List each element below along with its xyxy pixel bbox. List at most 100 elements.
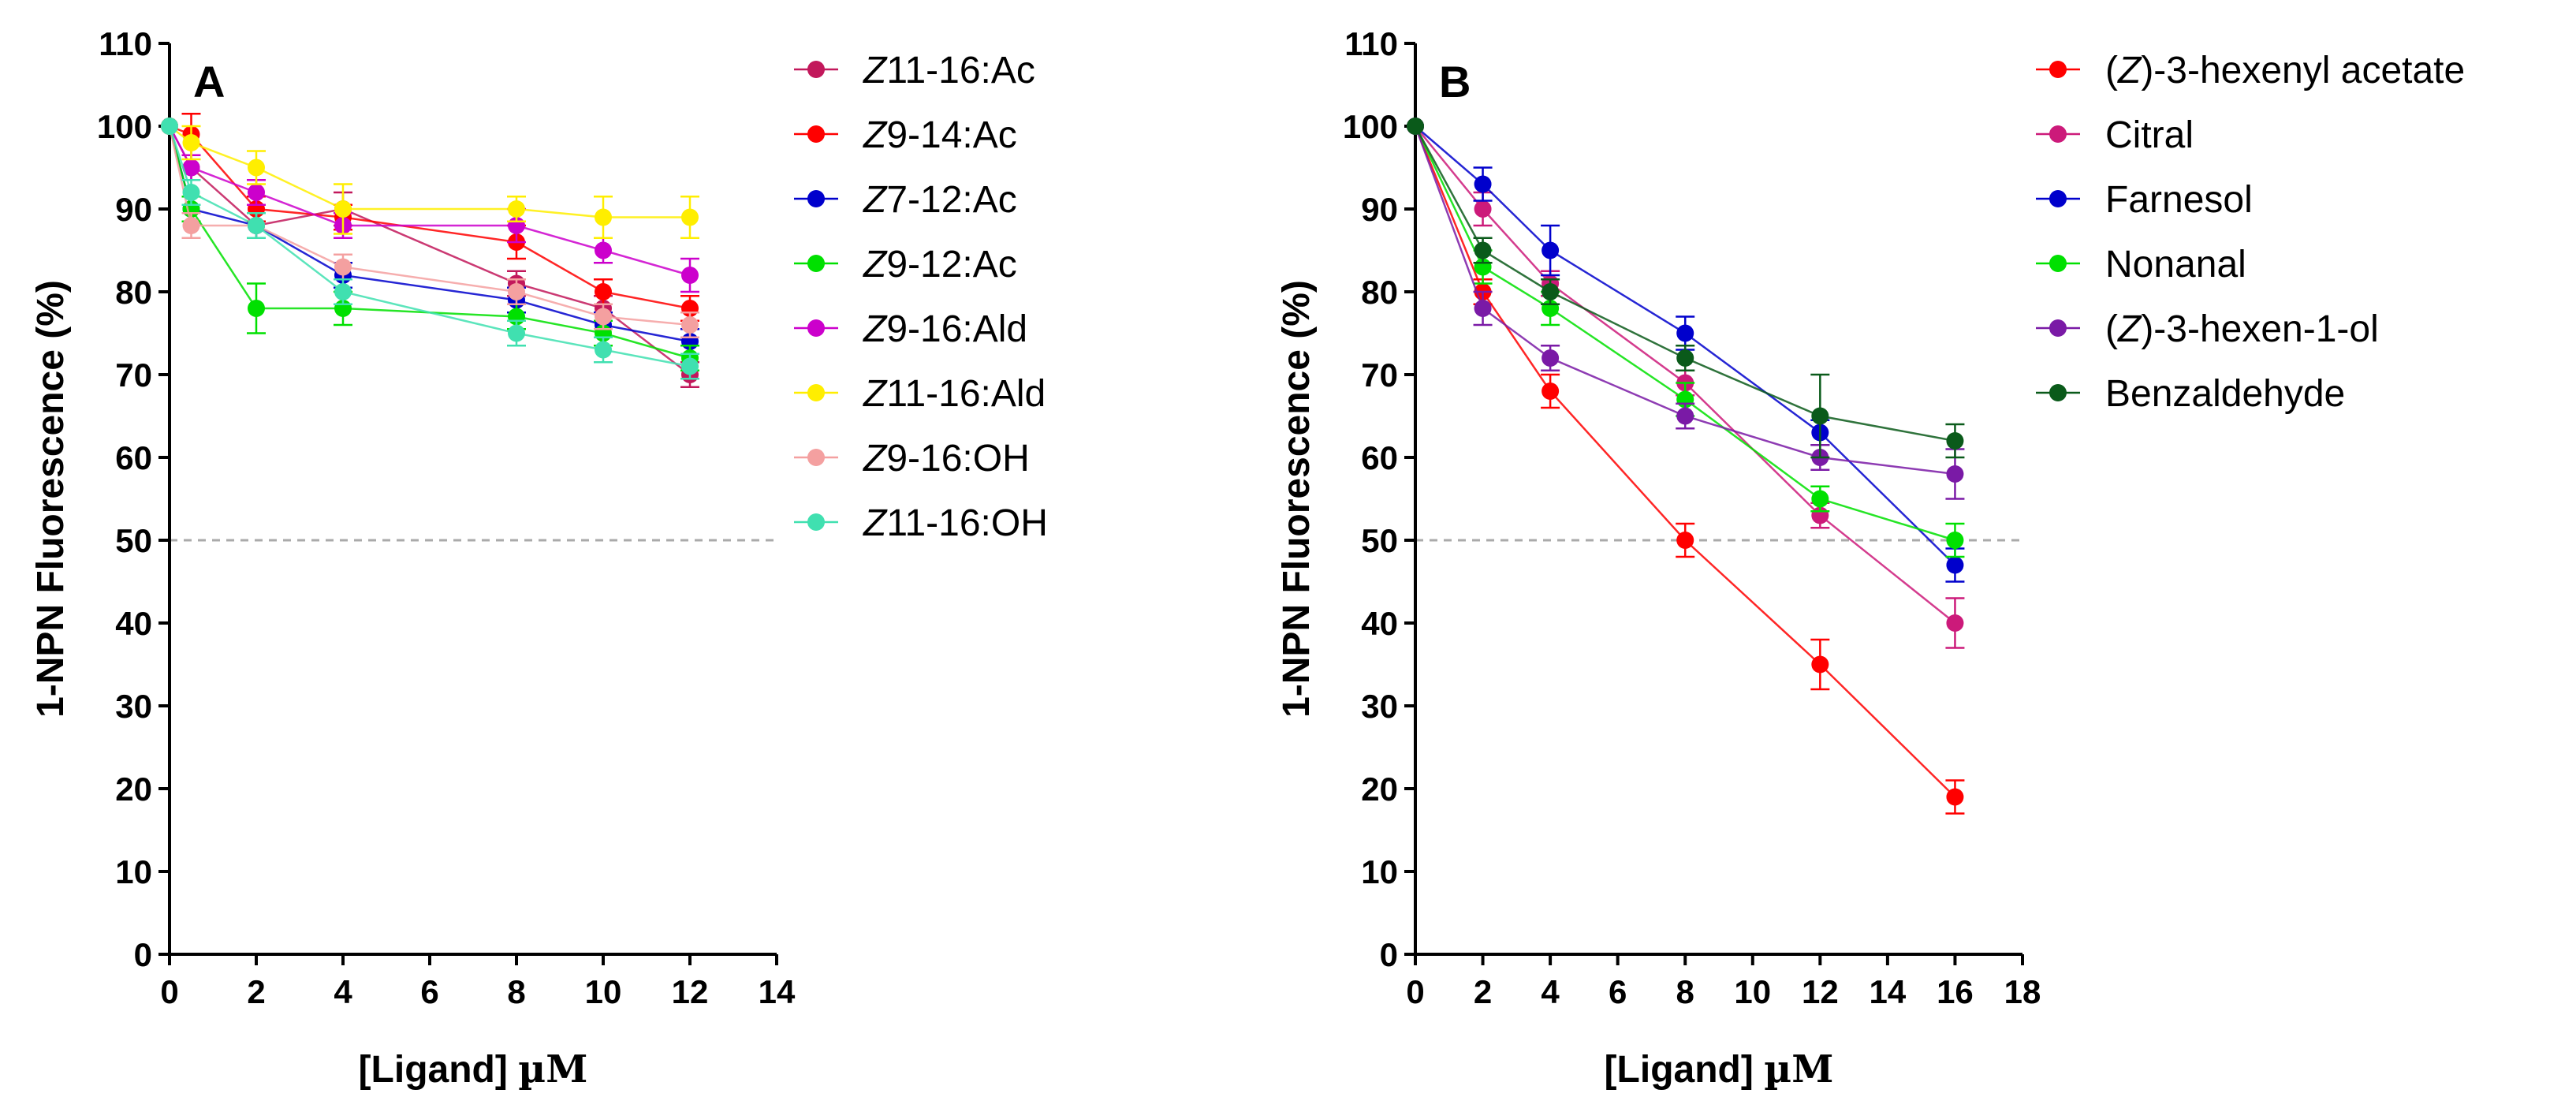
series-0 [1407, 118, 1965, 815]
y-tick-label: 40 [1361, 605, 1398, 642]
data-point [182, 159, 200, 177]
legend-entry: Z11-16:Ac [794, 50, 1035, 91]
legend-label-rest: 9-12:Ac [886, 244, 1016, 285]
data-point [1474, 200, 1492, 218]
legend-entry: Z11-16:Ald [794, 373, 1046, 415]
x-tick-label: 6 [420, 973, 438, 1010]
x-tick-label: 8 [1676, 973, 1694, 1010]
series-2 [1407, 118, 1965, 583]
data-point [1474, 300, 1492, 317]
legend-label-italic: Z [863, 179, 888, 221]
y-tick-label: 50 [115, 522, 152, 559]
data-point [681, 267, 699, 284]
y-tick-label: 90 [1361, 191, 1398, 228]
y-tick-label: 20 [115, 771, 152, 808]
panel-a-chart: 0 10 20 30 40 50 60 70 80 90 100 110 0 2 4 6 8 10 12 14 A 1-N… [30, 25, 1048, 1091]
legend-entry: Benzaldehyde [2036, 373, 2345, 415]
legend-entry: Nonanal [2036, 244, 2246, 285]
legend-label-italic: Z [863, 373, 888, 415]
legend-label: Z11-16:OH [863, 502, 1048, 544]
series-line [168, 125, 691, 277]
series-5 [161, 118, 699, 239]
legend-label: Z9-14:Ac [863, 114, 1017, 156]
legend-marker [2049, 61, 2067, 78]
y-tick-label: 40 [115, 605, 152, 642]
x-tick-label: 8 [507, 973, 525, 1010]
legend-label-italic: Z [2117, 308, 2142, 350]
legend-label-pre: ( [2105, 308, 2118, 350]
legend-marker [807, 190, 825, 207]
legend-label-rest: 11-16:Ac [886, 50, 1035, 91]
x-tick-label: 4 [334, 973, 352, 1010]
x-tick-label: 14 [759, 973, 796, 1010]
data-point [248, 184, 265, 201]
x-tick-label: 12 [672, 973, 709, 1010]
legend-entry: Z9-16:Ald [794, 308, 1027, 350]
legend-label-rest: 9-16:Ald [886, 308, 1027, 350]
legend-marker [807, 125, 825, 143]
data-point [161, 118, 178, 135]
legend-label: Citral [2105, 114, 2194, 156]
legend-marker [807, 384, 825, 401]
data-point [1541, 241, 1560, 259]
legend-label: Benzaldehyde [2105, 373, 2345, 415]
data-point [182, 217, 200, 234]
data-point [595, 283, 612, 300]
series-line [1414, 125, 1955, 442]
data-point [248, 159, 265, 177]
legend-label: Farnesol [2105, 179, 2253, 221]
y-tick-label: 0 [134, 936, 152, 973]
x-axis-title: [Ligand] µM [359, 1047, 588, 1091]
series-3 [161, 118, 699, 371]
legend-marker [2049, 190, 2067, 207]
y-axis-title: 1-NPN Fluorescence (%) [1276, 280, 1318, 718]
legend-entry: (Z)-3-hexen-1-ol [2036, 308, 2379, 350]
legend-label: Z9-12:Ac [863, 244, 1017, 285]
legend-label-italic: Z [2117, 50, 2142, 91]
x-tick-label: 2 [247, 973, 265, 1010]
x-axis-title-unit: µM [518, 1047, 587, 1091]
data-point [1946, 532, 1964, 549]
data-point [508, 283, 525, 300]
data-point [1676, 349, 1694, 367]
x-tick-label: 12 [1802, 973, 1839, 1010]
legend-label: Z11-16:Ac [863, 50, 1035, 91]
legend-entry: Farnesol [2036, 179, 2253, 221]
data-point [1811, 407, 1829, 425]
y-tick-label: 10 [115, 853, 152, 890]
data-point [248, 217, 265, 234]
data-point [1541, 283, 1560, 300]
y-tick-label: 110 [1344, 25, 1398, 62]
legend-marker [2049, 255, 2067, 272]
panel-label: A [193, 57, 225, 106]
y-tick-label: 20 [1361, 771, 1398, 808]
data-point [1946, 465, 1964, 483]
x-tick-label: 6 [1609, 973, 1627, 1010]
legend-label: (Z)-3-hexenyl acetate [2105, 50, 2465, 91]
data-point [595, 241, 612, 259]
x-tick-label: 4 [1541, 973, 1560, 1010]
legend-entry: Z9-12:Ac [794, 244, 1017, 285]
legend-label: Nonanal [2105, 244, 2246, 285]
y-tick-label: 60 [1361, 439, 1398, 476]
panel-label: B [1439, 57, 1471, 106]
legend-label: Z9-16:Ald [863, 308, 1027, 350]
y-tick-label: 30 [1361, 688, 1398, 725]
data-point [508, 324, 525, 342]
data-point [1811, 655, 1829, 674]
legend-label-rest: Benzaldehyde [2105, 373, 2345, 415]
legend-entry: Z9-16:OH [794, 438, 1030, 480]
legend-label: (Z)-3-hexen-1-ol [2105, 308, 2379, 350]
legend-marker [807, 255, 825, 272]
data-point [1676, 532, 1694, 549]
series-4 [161, 118, 699, 293]
legend-label-rest: 11-16:Ald [886, 373, 1046, 415]
series-4 [1407, 118, 1965, 500]
series-line [1414, 125, 1956, 798]
data-point [1946, 556, 1964, 574]
data-point [1541, 382, 1560, 400]
data-point [182, 184, 200, 201]
series-0 [161, 118, 699, 388]
y-tick-label: 0 [1380, 936, 1398, 973]
